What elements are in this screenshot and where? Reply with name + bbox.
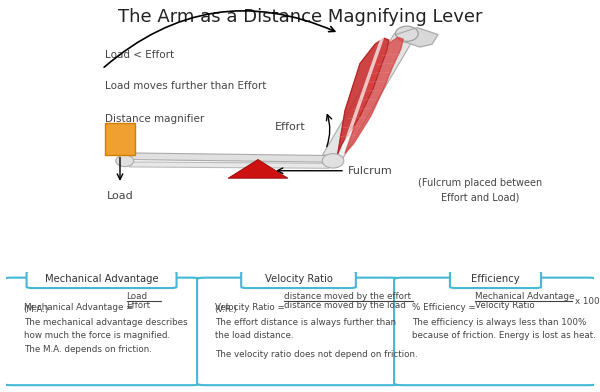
Text: the load distance.: the load distance. (215, 331, 293, 340)
Text: how much the force is magnified.: how much the force is magnified. (23, 331, 170, 340)
Text: The mechanical advantage describes: The mechanical advantage describes (23, 318, 187, 327)
Text: Mechanical Advantage =: Mechanical Advantage = (23, 303, 136, 312)
Text: The M.A. depends on friction.: The M.A. depends on friction. (23, 345, 152, 354)
Text: distance moved by the load: distance moved by the load (284, 301, 406, 310)
Text: The Arm as a Distance Magnifying Lever: The Arm as a Distance Magnifying Lever (118, 8, 482, 26)
Text: Load: Load (107, 191, 133, 201)
FancyBboxPatch shape (394, 278, 597, 385)
Text: Efficiency: Efficiency (471, 274, 520, 284)
FancyBboxPatch shape (105, 123, 135, 155)
Polygon shape (345, 37, 403, 153)
Text: % Efficiency =: % Efficiency = (412, 303, 478, 312)
Text: The efficiency is always less than 100%: The efficiency is always less than 100% (412, 318, 586, 327)
Text: Load < Effort: Load < Effort (105, 50, 174, 60)
Text: The effort distance is always further than: The effort distance is always further th… (215, 318, 396, 327)
Polygon shape (396, 27, 438, 47)
Text: Effort: Effort (127, 301, 151, 310)
Text: Load: Load (127, 292, 148, 301)
Text: Mechanical Advantage: Mechanical Advantage (45, 274, 158, 284)
Ellipse shape (116, 155, 134, 167)
Polygon shape (338, 38, 389, 153)
Polygon shape (129, 162, 329, 168)
FancyBboxPatch shape (26, 271, 176, 288)
FancyBboxPatch shape (3, 278, 200, 385)
Ellipse shape (322, 154, 344, 168)
Text: (Fulcrum placed between
Effort and Load): (Fulcrum placed between Effort and Load) (418, 178, 542, 202)
Text: Fulcrum: Fulcrum (348, 166, 393, 176)
Polygon shape (323, 33, 415, 158)
Text: because of friction. Energy is lost as heat.: because of friction. Energy is lost as h… (412, 331, 595, 340)
Text: Mechanical Advantage: Mechanical Advantage (475, 292, 575, 301)
Text: x 100%: x 100% (575, 298, 600, 307)
Text: Velocity Ratio =: Velocity Ratio = (215, 303, 287, 312)
Polygon shape (123, 153, 333, 162)
Text: (V.R.): (V.R.) (215, 305, 238, 314)
Text: distance moved by the effort: distance moved by the effort (284, 292, 411, 301)
FancyBboxPatch shape (241, 271, 356, 288)
Text: (M.A.): (M.A.) (23, 305, 49, 314)
Text: The velocity ratio does not depend on friction.: The velocity ratio does not depend on fr… (215, 350, 418, 359)
Text: Effort: Effort (275, 122, 306, 132)
Ellipse shape (395, 26, 418, 41)
Text: Velocity Ratio: Velocity Ratio (475, 301, 535, 310)
Polygon shape (228, 160, 288, 178)
FancyBboxPatch shape (450, 271, 541, 288)
Text: Velocity Ratio: Velocity Ratio (265, 274, 332, 284)
Text: Distance magnifier: Distance magnifier (105, 114, 204, 124)
FancyBboxPatch shape (197, 278, 400, 385)
Text: Load moves further than Effort: Load moves further than Effort (105, 81, 266, 91)
